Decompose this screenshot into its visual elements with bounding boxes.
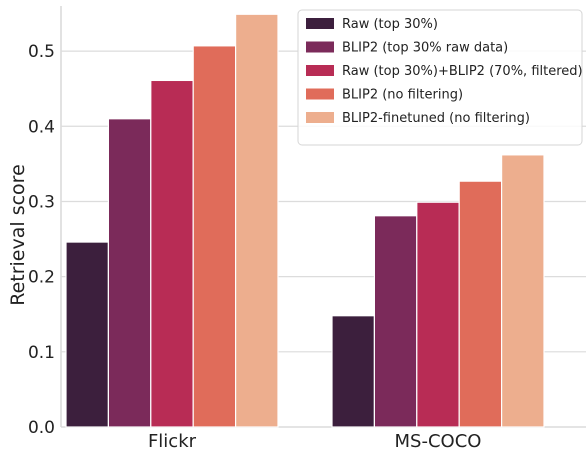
legend-swatch (306, 65, 334, 76)
bar (235, 13, 279, 428)
y-tick-label: 0.3 (28, 192, 55, 212)
bar (192, 45, 237, 428)
legend-swatch (306, 112, 334, 123)
y-tick-label: 0.0 (28, 418, 55, 438)
bars (65, 13, 545, 428)
bar (65, 241, 110, 428)
legend-label: BLIP2 (top 30% raw data) (342, 41, 508, 56)
y-tick-label: 0.5 (28, 42, 55, 62)
y-tick-label: 0.4 (28, 117, 55, 137)
x-category-labels: Flickr MS-COCO (148, 431, 482, 449)
y-tick-labels: 0.0 0.1 0.2 0.3 0.4 0.5 (28, 42, 55, 438)
legend-box (297, 9, 583, 146)
bar (373, 215, 418, 428)
bar (107, 118, 152, 428)
x-category-label: Flickr (148, 431, 197, 449)
legend-label: Raw (top 30%)+BLIP2 (70%, filtered) (342, 64, 583, 79)
bar (501, 154, 545, 428)
y-tick-label: 0.1 (28, 343, 55, 363)
x-category-label: MS-COCO (395, 431, 482, 449)
bar (458, 180, 503, 428)
legend-label: BLIP2-finetuned (no filtering) (342, 111, 530, 126)
bar (150, 79, 194, 428)
legend-swatch (306, 41, 334, 53)
legend-label: Raw (top 30%) (342, 17, 438, 32)
legend-swatch (306, 88, 334, 100)
bar (416, 201, 460, 428)
y-axis-label: Retrieval score (7, 164, 29, 306)
legend-swatch (306, 18, 334, 29)
y-tick-label: 0.2 (28, 268, 55, 288)
bar (331, 315, 376, 428)
legend: Raw (top 30%) BLIP2 (top 30% raw data) Raw… (297, 9, 583, 146)
legend-label: BLIP2 (no filtering) (342, 88, 463, 103)
